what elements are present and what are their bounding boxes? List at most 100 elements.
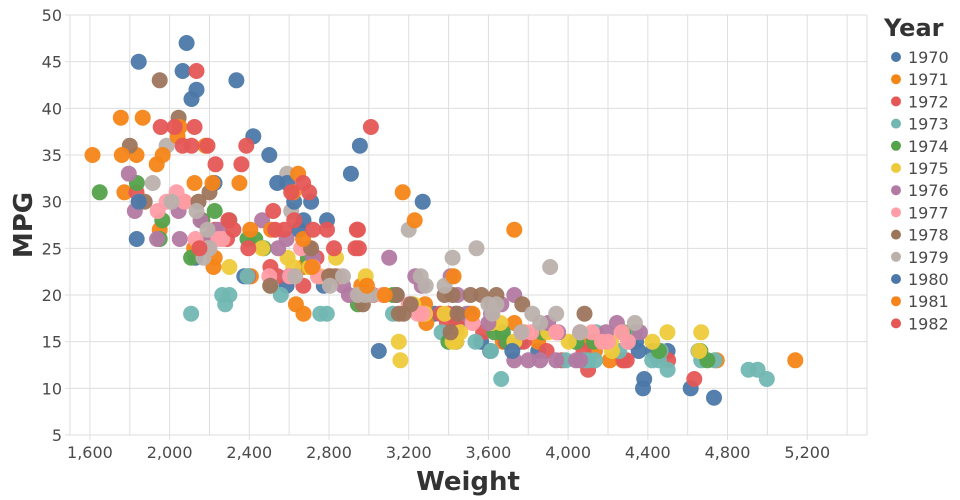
data-point-1980	[174, 63, 191, 79]
y-axis-title: MPG	[9, 192, 39, 258]
legend-label: 1982	[908, 314, 949, 333]
data-point-1979	[287, 268, 304, 285]
legend-label: 1975	[908, 159, 949, 178]
data-point-1973	[483, 343, 499, 359]
data-point-1974	[206, 203, 223, 219]
data-point-1980	[178, 35, 195, 51]
data-point-1981	[304, 259, 321, 275]
data-point-1979	[626, 315, 643, 331]
legend-item: 1976	[891, 181, 949, 200]
data-point-1977	[548, 324, 565, 341]
legend: Year 19701971197219731974197519761977197…	[883, 14, 949, 333]
data-point-1972	[686, 371, 703, 387]
data-point-1977	[214, 231, 231, 247]
legend-item: 1975	[891, 159, 949, 178]
legend-label: 1970	[908, 48, 949, 67]
data-point-1982	[207, 156, 224, 173]
data-point-1978	[449, 305, 466, 322]
x-tick-label: 2,000	[147, 443, 193, 462]
data-point-1979	[548, 305, 565, 322]
data-point-1979	[488, 296, 505, 313]
legend-label: 1981	[908, 292, 949, 311]
data-point-1981	[231, 175, 248, 191]
legend-item: 1979	[891, 248, 949, 267]
legend-symbol	[891, 207, 901, 218]
legend-item: 1980	[891, 270, 949, 289]
data-point-1975	[693, 324, 710, 341]
data-point-1982	[305, 221, 322, 238]
legend-label: 1971	[908, 70, 949, 89]
data-point-1982	[233, 156, 250, 173]
data-point-1979	[572, 324, 589, 341]
x-tick-label: 4,400	[625, 443, 671, 462]
legend-symbol	[891, 74, 901, 85]
x-tick-label: 3,200	[386, 443, 432, 462]
data-point-1973	[239, 268, 256, 285]
data-point-1982	[166, 119, 183, 135]
legend-label: 1978	[908, 226, 949, 245]
data-point-1981	[204, 175, 221, 191]
data-point-1971	[116, 184, 133, 201]
y-tick-label: 50	[42, 6, 62, 25]
data-point-1970	[636, 371, 653, 387]
data-point-1975	[221, 259, 238, 275]
data-point-1981	[445, 268, 462, 285]
data-point-1981	[376, 287, 393, 303]
data-point-1970	[706, 389, 722, 406]
data-point-1981	[295, 231, 312, 247]
data-point-1975	[644, 333, 661, 350]
data-point-1982	[283, 184, 300, 201]
data-point-1976	[149, 231, 166, 247]
y-tick-label: 20	[42, 286, 62, 305]
data-point-1980	[130, 193, 147, 210]
legend-label: 1979	[908, 248, 949, 267]
data-point-1980	[370, 343, 387, 359]
data-point-1982	[240, 240, 257, 257]
legend-symbol	[891, 251, 901, 262]
data-point-1977	[176, 193, 193, 210]
data-point-1979	[322, 277, 338, 294]
data-point-1976	[548, 352, 565, 369]
data-point-1982	[350, 240, 367, 257]
data-point-1981	[242, 221, 259, 238]
data-point-1979	[444, 249, 461, 266]
legend-label: 1976	[908, 181, 949, 200]
data-point-1979	[532, 315, 549, 331]
data-point-1980	[188, 81, 205, 98]
data-point-1981	[112, 109, 129, 126]
legend-symbol	[891, 274, 901, 284]
data-point-1982	[348, 221, 365, 238]
data-point-1976	[381, 249, 398, 266]
data-point-1979	[542, 259, 559, 275]
data-point-1979	[163, 193, 180, 210]
data-point-1973	[467, 333, 484, 350]
legend-item: 1982	[891, 314, 949, 333]
data-point-1982	[186, 119, 203, 135]
data-point-1978	[576, 305, 593, 322]
data-point-1981	[358, 277, 375, 294]
data-point-1979	[188, 203, 205, 219]
data-point-1977	[414, 305, 431, 322]
data-point-1981	[113, 147, 130, 163]
data-point-1981	[134, 109, 151, 126]
data-point-1979	[199, 221, 216, 238]
legend-item: 1973	[891, 115, 949, 134]
data-point-1982	[265, 203, 282, 219]
data-point-1978	[514, 296, 531, 313]
y-tick-label: 25	[42, 239, 62, 258]
data-point-1975	[659, 324, 676, 341]
legend-label: 1977	[908, 203, 949, 222]
legend-symbol	[891, 163, 901, 173]
data-point-1981	[506, 221, 523, 238]
data-point-1975	[392, 352, 409, 369]
legend-symbol	[891, 118, 901, 129]
legend-symbol	[891, 96, 901, 107]
data-point-1973	[587, 352, 603, 369]
data-point-1976	[532, 352, 549, 369]
data-point-1973	[493, 371, 510, 387]
legend-item: 1970	[891, 48, 949, 67]
data-point-1982	[183, 137, 200, 154]
data-point-1978	[151, 72, 168, 89]
y-tick-label: 15	[42, 333, 62, 352]
